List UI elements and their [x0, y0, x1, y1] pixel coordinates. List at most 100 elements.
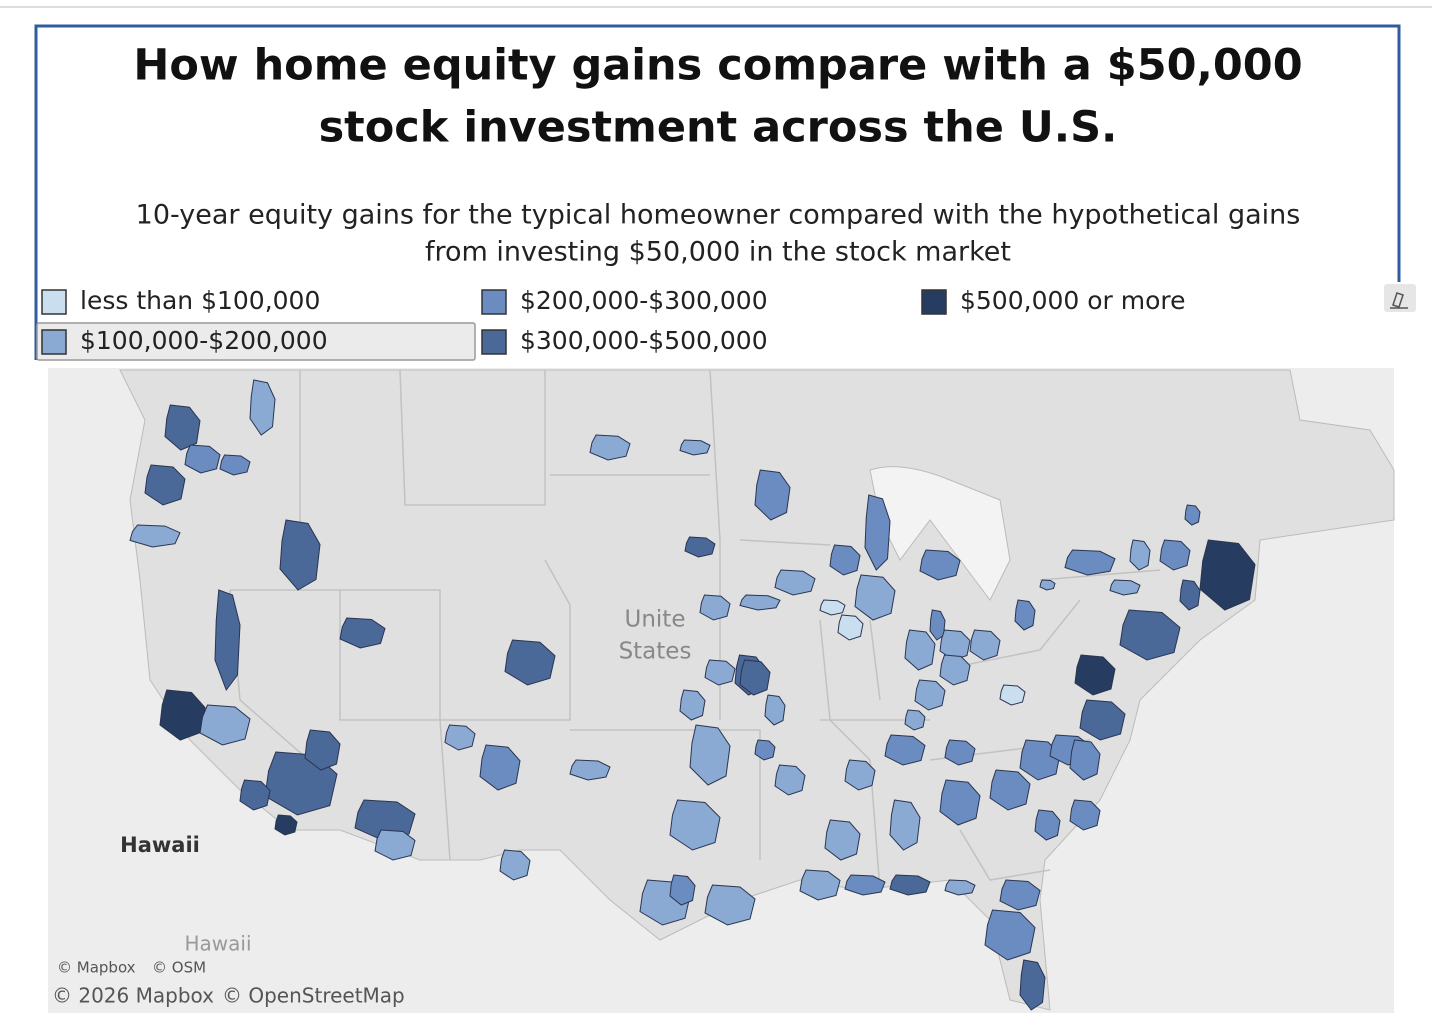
metro-area: [864, 494, 891, 571]
metro-area: [819, 599, 846, 616]
metro-area: [884, 734, 926, 766]
attribution[interactable]: © Mapbox: [57, 959, 136, 977]
metro-area: [824, 819, 861, 861]
metro-area: [504, 639, 556, 686]
metro-area: [944, 739, 976, 766]
metro-area: [774, 764, 806, 796]
metro-area: [1069, 739, 1101, 781]
metro-area: [1064, 549, 1116, 576]
metro-area: [669, 799, 721, 851]
metro-area: [999, 879, 1041, 911]
legend-label: $200,000-$300,000: [520, 286, 768, 315]
metro-area: [699, 594, 731, 621]
metro-area: [1119, 609, 1181, 661]
metro-area: [184, 444, 221, 474]
metro-area: [889, 799, 921, 851]
metro-area: [304, 729, 341, 771]
legend-highlight: [36, 322, 476, 361]
metro-area: [214, 589, 241, 692]
metro-area: [479, 744, 521, 791]
legend-label: less than $100,000: [80, 286, 320, 315]
metro-area: [774, 569, 816, 596]
metro-area: [569, 759, 611, 781]
map-label: States: [619, 639, 692, 665]
legend-swatch: [921, 289, 947, 315]
metro-area: [144, 464, 186, 506]
metro-area: [844, 874, 886, 896]
metro-area: [844, 759, 876, 791]
metro-area: [1019, 959, 1046, 1011]
metro-area: [1079, 699, 1126, 741]
metro-area: [1014, 599, 1036, 631]
metro-area: [1019, 739, 1061, 781]
metro-area: [339, 617, 386, 649]
metro-area: [704, 659, 736, 686]
metro-area: [274, 814, 298, 836]
metro-area: [689, 724, 731, 786]
metro-area: [739, 594, 781, 611]
legend-swatch: [481, 289, 507, 315]
metro-area: [679, 439, 711, 456]
metro-area: [249, 379, 276, 436]
metro-area: [939, 654, 971, 686]
metro-area: [279, 519, 321, 591]
metro-area: [914, 679, 946, 711]
metro-area: [704, 884, 756, 926]
metro-area: [739, 659, 771, 696]
subtitle-line: 10-year equity gains for the typical hom…: [136, 200, 1301, 231]
metro-area: [944, 879, 976, 896]
title-line: stock investment across the U.S.: [319, 103, 1118, 153]
attribution[interactable]: © 2026 Mapbox: [52, 984, 214, 1008]
title-line: How home equity gains compare with a $50…: [133, 41, 1302, 91]
metro-area: [1074, 654, 1116, 696]
metro-area: [854, 574, 896, 621]
metro-area: [199, 704, 251, 746]
legend-swatch: [41, 329, 67, 355]
metro-area: [499, 849, 531, 881]
metro-area: [684, 536, 716, 558]
legend-label: $100,000-$200,000: [80, 326, 328, 355]
metro-area: [799, 869, 841, 901]
metro-area: [1109, 579, 1141, 596]
metro-area: [374, 829, 416, 861]
legend-swatch: [481, 329, 507, 355]
metro-area: [1069, 799, 1101, 831]
metro-area: [444, 724, 476, 751]
metro-area: [164, 404, 201, 451]
metro-area: [669, 874, 696, 906]
map: Unite States Hawaii Hawaii © Mapbox © OS…: [48, 368, 1395, 1013]
legend-swatch: [41, 289, 67, 315]
legend-label: $500,000 or more: [960, 286, 1186, 315]
metro-area: [589, 434, 631, 461]
metro-area: [754, 469, 791, 521]
metro-area: [969, 629, 1001, 661]
metro-area: [939, 779, 981, 826]
metro-area: [754, 739, 776, 761]
metro-area: [1039, 579, 1056, 591]
metro-area: [1159, 539, 1191, 571]
metro-area: [989, 769, 1031, 811]
metro-area: [904, 709, 926, 731]
metro-area: [159, 689, 206, 741]
metro-area: [1034, 809, 1061, 841]
metro-area: [679, 689, 706, 721]
attribution[interactable]: © OSM: [152, 959, 206, 977]
metro-area: [1184, 504, 1201, 526]
map-label: Hawaii: [120, 833, 200, 857]
metro-area: [1179, 579, 1201, 611]
metro-area: [929, 609, 946, 641]
attribution[interactable]: © OpenStreetMap: [222, 984, 405, 1008]
edit-icon[interactable]: [1384, 284, 1416, 312]
map-label: Hawaii: [184, 932, 251, 956]
metro-area: [129, 524, 181, 548]
metro-area: [904, 629, 936, 671]
metro-area: [219, 454, 251, 476]
metro-area: [1129, 539, 1151, 571]
metro-area: [837, 614, 864, 641]
metro-area: [999, 684, 1026, 706]
metro-area: [829, 544, 861, 576]
metro-area: [239, 779, 271, 811]
metro-area: [889, 874, 931, 896]
legend-label: $300,000-$500,000: [520, 326, 768, 355]
